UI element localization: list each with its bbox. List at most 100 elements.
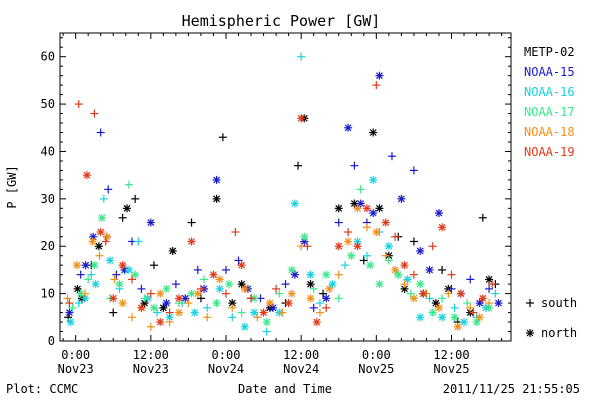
south-point <box>81 289 90 298</box>
marker-stroke <box>401 285 408 293</box>
marker-stroke <box>109 294 117 302</box>
marker-stroke <box>191 309 199 316</box>
north-point <box>287 289 296 298</box>
south-point <box>478 213 487 222</box>
north-point <box>76 289 85 298</box>
marker-key-symbol <box>526 299 534 307</box>
marker-stroke <box>438 313 446 321</box>
south-point <box>391 232 400 241</box>
south-point <box>409 270 418 279</box>
north-point <box>297 114 306 123</box>
north-point <box>353 242 362 251</box>
north-point <box>82 171 91 180</box>
marker-stroke <box>300 233 308 241</box>
y-tick-label: 60 <box>41 50 55 64</box>
south-point <box>131 194 140 203</box>
south-point <box>101 237 110 246</box>
south-point <box>96 128 105 137</box>
marker-stroke <box>77 290 85 298</box>
plot-frame <box>59 32 512 342</box>
marker-stroke <box>91 261 98 269</box>
south-point <box>146 289 155 298</box>
marker-stroke <box>216 285 224 293</box>
marker-stroke <box>163 299 170 307</box>
series-noaa-17 <box>68 180 494 327</box>
north-point <box>162 299 171 308</box>
north-point <box>181 294 190 303</box>
north-point <box>262 318 271 327</box>
x-tick-date: Nov24 <box>283 362 319 376</box>
marker-stroke <box>260 309 268 316</box>
marker-key: south north <box>526 296 577 340</box>
legend: METP-02 NOAA-15 NOAA-16 NOAA-17 NOAA-18 NOAA-… <box>524 45 575 159</box>
marker-stroke <box>291 200 299 208</box>
south-point <box>87 270 96 279</box>
north-point <box>137 303 146 312</box>
south-point <box>146 322 155 331</box>
south-point <box>90 109 99 118</box>
marker-stroke <box>476 313 484 321</box>
south-point <box>466 275 475 284</box>
x-axis-label: Date and Time <box>238 382 332 396</box>
y-tick-label: 20 <box>41 239 55 253</box>
marker-stroke <box>175 309 183 316</box>
south-point <box>322 303 331 312</box>
north-point <box>209 270 218 279</box>
marker-stroke <box>357 200 365 208</box>
south-point <box>63 294 72 303</box>
north-point <box>212 194 221 203</box>
marker-stroke <box>495 299 502 307</box>
south-point <box>134 237 143 246</box>
north-point <box>306 294 315 303</box>
south-point <box>231 228 240 237</box>
south-point <box>278 308 287 317</box>
south-point <box>218 133 227 142</box>
north-point <box>187 289 196 298</box>
south-point <box>485 284 494 293</box>
north-point <box>81 261 90 270</box>
marker-stroke <box>73 261 81 269</box>
marker-stroke <box>366 261 374 269</box>
north-point <box>456 289 465 298</box>
marker-stroke <box>74 285 81 293</box>
marker-stroke <box>404 275 412 283</box>
north-point <box>434 209 443 218</box>
north-point <box>162 284 171 293</box>
marker-stroke <box>131 271 139 279</box>
legend-entry: NOAA-17 <box>524 105 575 119</box>
north-point <box>391 265 400 274</box>
marker-stroke <box>451 313 459 321</box>
x-tick-time: 12:00 <box>133 348 169 362</box>
north-point <box>375 204 384 213</box>
series-metp-02 <box>64 114 500 327</box>
north-point <box>312 318 321 327</box>
north-point <box>73 284 82 293</box>
x-tick-date: Nov25 <box>433 362 469 376</box>
y-axis-label: P [GW] <box>5 165 19 208</box>
north-point <box>438 313 447 322</box>
marker-stroke <box>416 280 424 288</box>
marker-stroke <box>213 176 221 184</box>
marker-stroke <box>526 329 534 337</box>
marker-stroke <box>347 252 355 260</box>
north-point <box>240 284 249 293</box>
south-point <box>281 280 290 289</box>
north-point <box>90 261 99 270</box>
north-point <box>369 175 378 184</box>
north-point <box>124 265 133 274</box>
south-point <box>74 299 83 308</box>
south-point <box>315 308 324 317</box>
x-tick-date: Nov25 <box>358 362 394 376</box>
y-axis: 0 10 20 30 40 50 60 <box>41 37 511 348</box>
y-tick-label: 30 <box>41 192 55 206</box>
marker-stroke <box>225 280 233 288</box>
south-point <box>400 280 409 289</box>
marker-stroke <box>454 323 462 331</box>
x-tick-date: Nov23 <box>133 362 169 376</box>
marker-stroke <box>354 204 361 212</box>
marker-stroke <box>119 261 127 269</box>
marker-stroke <box>98 214 106 222</box>
legend-entry: NOAA-15 <box>524 65 575 79</box>
north-point <box>353 204 362 213</box>
south-point <box>128 313 137 322</box>
